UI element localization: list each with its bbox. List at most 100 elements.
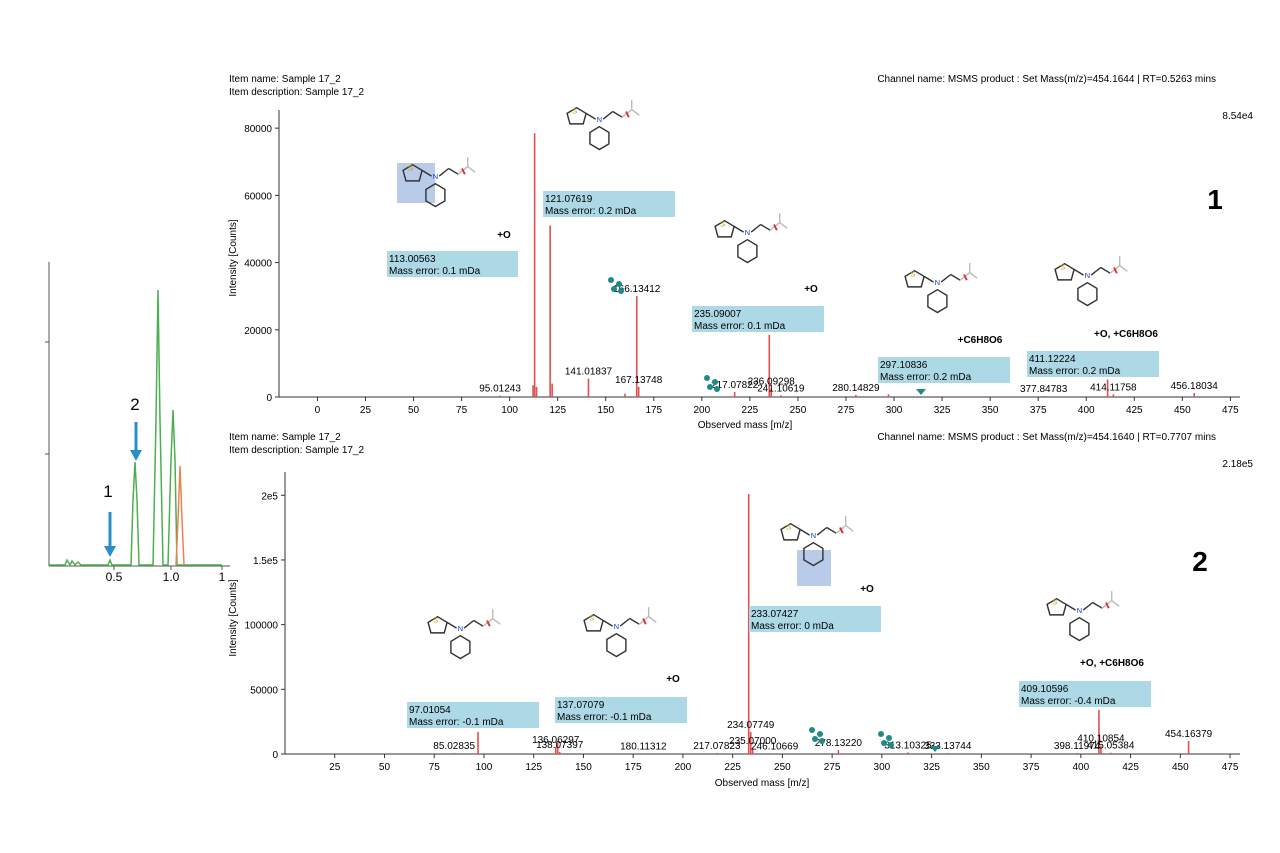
- peak-label: 313.10325: [884, 740, 932, 751]
- structure-icon: [1054, 255, 1129, 307]
- structure-icon: [427, 608, 502, 660]
- x-tick-label: 0: [315, 405, 321, 416]
- peak-label: 456.18034: [1171, 381, 1219, 392]
- peak-label: 95.01243: [479, 384, 521, 395]
- x-tick-label: 400: [1078, 405, 1095, 416]
- x-tick-label: 150: [575, 762, 592, 773]
- peak-label: 398.11974: [1054, 741, 1101, 752]
- arrow-1-label: 1: [103, 482, 112, 501]
- y-tick-label: 60000: [244, 191, 272, 202]
- modification-label: +O, +C6H8O6: [1080, 658, 1144, 669]
- peak-label: 241.10619: [757, 383, 805, 394]
- x-tick-label: 100: [501, 405, 518, 416]
- y-axis-label: Intensity [Counts]: [228, 219, 239, 296]
- peak-label: 136.06297: [532, 735, 580, 746]
- chromatogram-green-trace: [49, 289, 222, 567]
- x-tick-label: 450: [1174, 405, 1191, 416]
- svg-text:Mass error: 0.2 mDa: Mass error: 0.2 mDa: [545, 206, 637, 217]
- panel-number: 2: [1192, 546, 1208, 577]
- modification-label: +O, +C6H8O6: [1094, 329, 1158, 340]
- x-tick-label: 400: [1072, 762, 1089, 773]
- item-name: Item name: Sample 17_2: [229, 432, 341, 443]
- peak-label: 235.07000: [729, 736, 777, 747]
- x-tick-label: 375: [1023, 762, 1040, 773]
- structure-icon: [566, 99, 641, 151]
- peak-label: 166.13412: [613, 284, 661, 295]
- x-tick-label: 450: [1172, 762, 1189, 773]
- peak-label: 236.09298: [748, 377, 796, 388]
- svg-text:97.01054: 97.01054: [409, 705, 451, 716]
- chromatogram-tick-1.0: 1.0: [163, 570, 180, 584]
- chromatogram-orange-trace: [175, 465, 185, 566]
- x-tick-label: 425: [1122, 762, 1139, 773]
- channel-name: Channel name: MSMS product : Set Mass(m/…: [877, 432, 1216, 443]
- modification-label: +O: [497, 230, 511, 241]
- x-tick-label: 100: [476, 762, 493, 773]
- item-description: Item description: Sample 17_2: [229, 87, 365, 98]
- x-tick-label: 200: [675, 762, 692, 773]
- peak-label: 234.07749: [727, 720, 775, 731]
- y-tick-label: 2e5: [261, 491, 278, 502]
- x-tick-label: 475: [1222, 405, 1239, 416]
- peak-label: 454.16379: [1165, 729, 1213, 740]
- peak-label: 246.10669: [751, 741, 799, 752]
- x-tick-label: 425: [1126, 405, 1143, 416]
- fragment-marker-icon: [930, 746, 940, 752]
- x-tick-label: 250: [774, 762, 791, 773]
- fragment-marker-icon: [878, 731, 894, 748]
- max-intensity: 8.54e4: [1222, 111, 1253, 122]
- annotation-box-297: 297.10836 Mass error: 0.2 mDa: [878, 357, 1010, 383]
- annotation-box-113: 113.00563 Mass error: 0.1 mDa: [387, 251, 518, 277]
- peak-label: 410.10854: [1077, 734, 1125, 745]
- annotation-box-97: 97.01054 Mass error: -0.1 mDa: [407, 702, 539, 728]
- x-tick-label: 25: [360, 405, 372, 416]
- chromatogram-tick-0.5: 0.5: [106, 570, 123, 584]
- highlight-box: [397, 163, 435, 203]
- peak-label: 415.05384: [1087, 741, 1135, 752]
- highlight-box: [797, 550, 831, 586]
- structure-icon: [904, 262, 979, 314]
- panel-number: 1: [1207, 184, 1223, 215]
- x-tick-label: 175: [625, 762, 642, 773]
- peak-label: 217.07822: [711, 380, 759, 391]
- fragment-marker-icon: [809, 727, 825, 744]
- y-tick-label: 100000: [245, 621, 279, 632]
- annotation-box-411: 411.12224 Mass error: 0.2 mDa: [1027, 351, 1159, 377]
- svg-text:Mass error: 0.2 mDa: Mass error: 0.2 mDa: [880, 372, 972, 383]
- y-tick-label: 20000: [244, 326, 272, 337]
- item-description: Item description: Sample 17_2: [229, 445, 365, 456]
- svg-text:297.10836: 297.10836: [880, 360, 928, 371]
- x-tick-label: 350: [973, 762, 990, 773]
- svg-text:113.00563: 113.00563: [389, 254, 436, 265]
- x-tick-label: 275: [838, 405, 855, 416]
- x-tick-label: 225: [742, 405, 759, 416]
- x-tick-label: 250: [790, 405, 807, 416]
- peak-label: 141.01837: [565, 367, 613, 378]
- modification-label: +O: [804, 284, 818, 295]
- svg-text:409.10596: 409.10596: [1021, 684, 1069, 695]
- x-tick-label: 300: [886, 405, 903, 416]
- x-tick-label: 75: [429, 762, 441, 773]
- peak-label: 180.11312: [620, 741, 667, 752]
- y-tick-label: 0: [266, 393, 272, 404]
- structure-icon: [583, 606, 658, 658]
- chromatogram-inset: 1 2 0.5 1.0 1: [45, 262, 230, 584]
- x-tick-label: 200: [693, 405, 710, 416]
- item-name: Item name: Sample 17_2: [229, 74, 341, 85]
- svg-text:Mass error: 0.1 mDa: Mass error: 0.1 mDa: [694, 321, 786, 332]
- channel-name: Channel name: MSMS product : Set Mass(m/…: [877, 74, 1216, 85]
- svg-text:Mass error: -0.1 mDa: Mass error: -0.1 mDa: [409, 717, 504, 728]
- modification-label: +O: [860, 584, 874, 595]
- svg-text:Mass error: 0.2 mDa: Mass error: 0.2 mDa: [1029, 366, 1121, 377]
- peak-label: 280.14829: [832, 383, 880, 394]
- x-tick-label: 50: [379, 762, 391, 773]
- structure-icon: [1046, 590, 1121, 642]
- svg-text:Mass error: -0.4 mDa: Mass error: -0.4 mDa: [1021, 696, 1116, 707]
- fragment-marker-icon: [916, 389, 926, 395]
- x-tick-label: 50: [408, 405, 420, 416]
- x-tick-label: 300: [874, 762, 891, 773]
- x-tick-label: 125: [525, 762, 542, 773]
- peak-label: 167.13748: [615, 375, 663, 386]
- y-axis-label: Intensity [Counts]: [228, 579, 239, 656]
